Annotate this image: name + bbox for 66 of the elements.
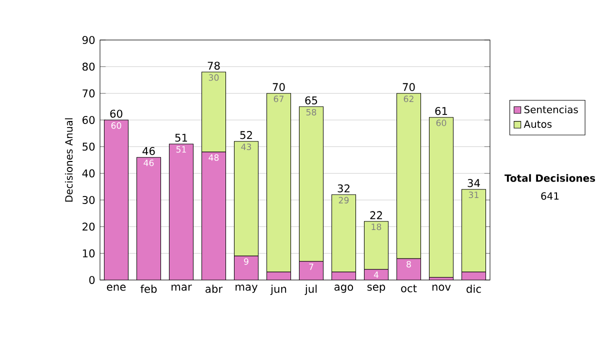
x-tick-label: jul <box>304 284 317 295</box>
bar <box>169 144 194 280</box>
x-tick-label: oct <box>401 284 417 292</box>
data-label: 67 <box>274 96 284 102</box>
total-label: 51 <box>175 134 188 142</box>
bar <box>202 152 226 280</box>
y-tick-label: 60 <box>82 116 95 124</box>
x-tick-label: feb <box>140 284 157 293</box>
x-tick-label: sep <box>367 284 386 293</box>
data-label: 58 <box>306 108 316 116</box>
total-label: 22 <box>370 211 382 220</box>
data-label: 9 <box>244 258 248 265</box>
y-axis-title: Decisiones Anual <box>64 118 73 202</box>
y-tick-label: 70 <box>82 89 95 98</box>
data-label: 4 <box>374 272 379 278</box>
data-label: 29 <box>338 196 349 204</box>
bar <box>136 157 161 280</box>
y-tick-label: 0 <box>89 276 95 284</box>
y-tick-label: 30 <box>82 196 95 204</box>
y-tick-label: 40 <box>82 169 95 178</box>
bar <box>234 256 258 280</box>
total-label: 65 <box>305 96 318 104</box>
y-tick-label: 10 <box>82 249 95 258</box>
data-label: 51 <box>176 146 186 153</box>
total-label: 61 <box>435 107 448 116</box>
x-tick-label: dic <box>466 284 481 293</box>
data-label: 30 <box>208 74 219 81</box>
bar <box>234 141 259 256</box>
total-label: 52 <box>240 131 252 140</box>
text: Total Decisiones <box>504 174 596 182</box>
y-tick-label: 50 <box>82 142 95 151</box>
data-label: 60 <box>436 120 446 126</box>
total-label: 78 <box>208 62 220 70</box>
y-tick-label: 80 <box>82 62 95 71</box>
x-tick-label: ene <box>106 284 126 291</box>
total-label: 32 <box>338 184 350 192</box>
data-label: 43 <box>241 144 252 150</box>
legend-label: Sentencias <box>524 106 578 114</box>
data-label: 8 <box>406 260 411 268</box>
x-tick-label: jun <box>270 284 286 295</box>
total-label: 70 <box>402 83 415 92</box>
data-label: 60 <box>111 122 122 129</box>
total-label: 46 <box>142 147 155 156</box>
x-tick-label: abr <box>206 284 223 293</box>
bar <box>364 221 389 270</box>
data-label: 46 <box>144 160 154 166</box>
x-tick-label: may <box>236 284 258 293</box>
total-label: 34 <box>468 179 480 188</box>
data-label: 62 <box>404 96 414 102</box>
x-tick-label: ago <box>334 284 354 293</box>
data-label: 48 <box>208 154 219 161</box>
total-label: 70 <box>272 83 285 92</box>
data-label: 31 <box>468 192 478 198</box>
text: 641 <box>541 192 559 200</box>
legend-label: Autos <box>524 120 552 128</box>
bar <box>299 261 324 280</box>
x-tick-label: mar <box>172 284 192 291</box>
x-tick-label: nov <box>432 284 451 291</box>
y-tick-label: 20 <box>82 222 95 231</box>
total-label: 60 <box>110 110 122 118</box>
bar <box>331 194 356 272</box>
data-label: 18 <box>372 224 382 230</box>
bar <box>104 120 128 280</box>
y-tick-label: 90 <box>82 36 95 44</box>
bar <box>396 258 421 280</box>
data-label: 7 <box>309 264 314 270</box>
